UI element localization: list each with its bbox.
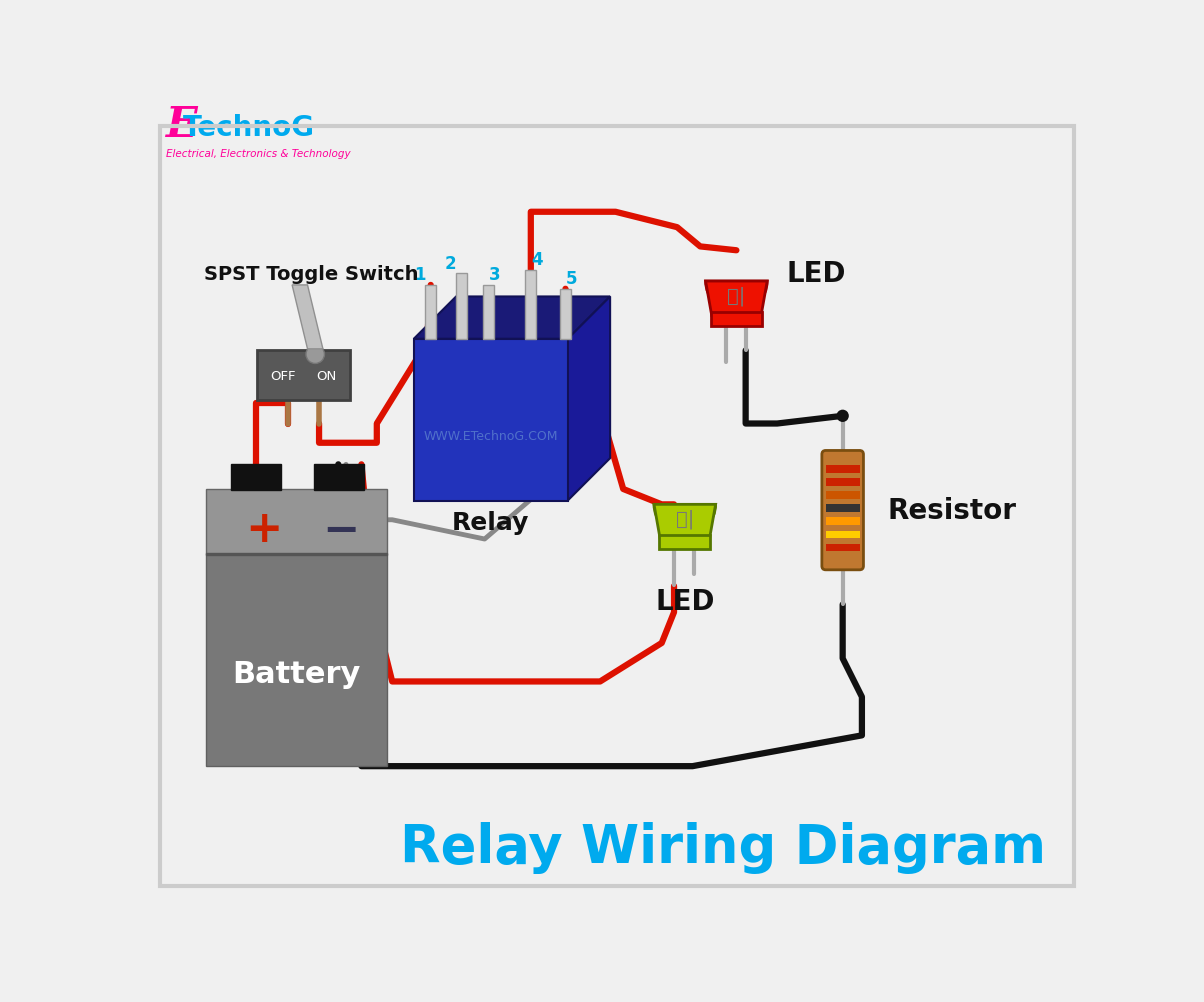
Polygon shape — [706, 282, 767, 317]
Bar — [206, 555, 386, 767]
Text: TechnoG: TechnoG — [183, 113, 314, 141]
Polygon shape — [293, 286, 323, 350]
Bar — [826, 531, 860, 539]
Bar — [826, 544, 860, 552]
Bar — [314, 465, 364, 490]
Polygon shape — [414, 298, 610, 340]
Text: Resistor: Resistor — [887, 496, 1016, 524]
Wedge shape — [706, 282, 767, 313]
Bar — [712, 313, 762, 327]
Bar — [230, 465, 281, 490]
Text: SPST Toggle Switch: SPST Toggle Switch — [205, 265, 419, 284]
Text: ON: ON — [317, 369, 337, 382]
Bar — [826, 466, 860, 473]
Bar — [525, 271, 536, 340]
Bar — [414, 340, 568, 501]
Text: Relay: Relay — [452, 511, 530, 534]
Text: ꟷ|: ꟷ| — [727, 286, 745, 306]
Text: OFF: OFF — [270, 369, 296, 382]
Text: Relay Wiring Diagram: Relay Wiring Diagram — [400, 822, 1046, 873]
Bar — [560, 290, 571, 340]
Bar — [826, 492, 860, 499]
Bar — [660, 536, 710, 549]
Text: 4: 4 — [531, 250, 543, 269]
Text: 5: 5 — [566, 270, 578, 288]
Text: Electrical, Electronics & Technology: Electrical, Electronics & Technology — [166, 149, 350, 159]
Bar — [206, 489, 386, 555]
Circle shape — [306, 346, 324, 364]
Text: Battery: Battery — [232, 659, 360, 688]
Bar — [826, 479, 860, 486]
Text: ꟷ|: ꟷ| — [675, 509, 694, 528]
Wedge shape — [654, 505, 715, 536]
Bar — [483, 286, 494, 340]
Polygon shape — [568, 298, 610, 501]
Text: 2: 2 — [445, 255, 456, 273]
Text: LED: LED — [655, 587, 714, 615]
Bar — [258, 351, 350, 401]
Bar — [456, 275, 467, 340]
Text: LED: LED — [786, 261, 846, 288]
Circle shape — [837, 410, 849, 423]
Polygon shape — [654, 505, 715, 539]
Text: −: − — [321, 508, 359, 551]
Text: +: + — [244, 508, 282, 551]
Text: 1: 1 — [414, 266, 426, 284]
Text: 3: 3 — [489, 266, 501, 284]
Text: E: E — [166, 104, 197, 146]
Bar — [826, 518, 860, 526]
Bar — [206, 553, 386, 556]
Bar — [425, 286, 436, 340]
Bar — [826, 505, 860, 513]
Text: WWW.ETechnoG.COM: WWW.ETechnoG.COM — [424, 429, 557, 442]
FancyBboxPatch shape — [822, 451, 863, 570]
